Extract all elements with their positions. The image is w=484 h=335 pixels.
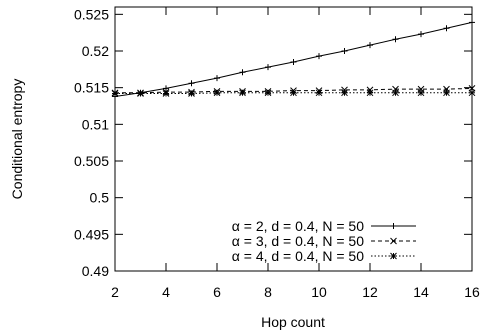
y-tick-label: 0.49 xyxy=(82,263,109,279)
data-point-marker xyxy=(162,90,170,97)
legend-item: α = 2, d = 0.4, N = 50 xyxy=(232,218,416,234)
x-tick-label: 2 xyxy=(111,284,119,300)
y-tick-label: 0.5 xyxy=(90,190,110,206)
data-point-marker xyxy=(417,89,425,97)
y-tick-label: 0.495 xyxy=(74,226,109,242)
x-tick-label: 14 xyxy=(413,284,429,300)
data-point-marker xyxy=(213,89,221,97)
data-point-marker xyxy=(137,90,144,97)
legend-item: α = 3, d = 0.4, N = 50 xyxy=(232,233,416,249)
x-tick-label: 10 xyxy=(311,284,327,300)
data-point-marker xyxy=(315,89,323,97)
x-axis: 2 4 6 8 10 12 14 16 xyxy=(111,7,480,300)
data-point-marker xyxy=(188,90,195,97)
data-point-marker xyxy=(390,237,397,245)
series-1 xyxy=(112,19,475,100)
series-layer xyxy=(111,19,476,100)
data-point-marker xyxy=(264,89,272,97)
y-tick-label: 0.505 xyxy=(74,153,109,169)
data-point-marker xyxy=(239,89,246,97)
y-tick-label: 0.525 xyxy=(74,6,109,22)
legend-item: α = 4, d = 0.4, N = 50 xyxy=(232,248,416,264)
y-tick-label: 0.515 xyxy=(74,80,109,96)
x-tick-label: 12 xyxy=(362,284,378,300)
x-axis-title: Hop count xyxy=(261,314,325,330)
series-3 xyxy=(111,89,476,97)
data-point-marker xyxy=(443,89,450,97)
plot-frame xyxy=(114,6,473,272)
y-tick-label: 0.51 xyxy=(82,116,109,132)
data-point-marker xyxy=(111,90,119,97)
x-tick-label: 16 xyxy=(464,284,480,300)
data-point-marker xyxy=(468,89,476,97)
legend: α = 2, d = 0.4, N = 50α = 3, d = 0.4, N … xyxy=(232,218,416,264)
data-point-marker xyxy=(366,89,374,97)
data-point-marker xyxy=(341,89,348,97)
x-tick-label: 8 xyxy=(264,284,272,300)
data-point-marker xyxy=(390,252,397,260)
data-point-marker xyxy=(392,89,399,97)
y-tick-label: 0.52 xyxy=(82,43,109,59)
y-axis-title: Conditional entropy xyxy=(9,79,25,200)
data-point-marker xyxy=(290,89,297,97)
x-tick-label: 4 xyxy=(162,284,170,300)
y-axis: 0.49 0.495 0.5 0.505 0.51 0.515 0.52 0.525 xyxy=(74,6,472,279)
legend-label: α = 3, d = 0.4, N = 50 xyxy=(232,233,364,249)
x-tick-label: 6 xyxy=(213,284,221,300)
legend-label: α = 2, d = 0.4, N = 50 xyxy=(232,218,364,234)
legend-label: α = 4, d = 0.4, N = 50 xyxy=(232,248,364,264)
